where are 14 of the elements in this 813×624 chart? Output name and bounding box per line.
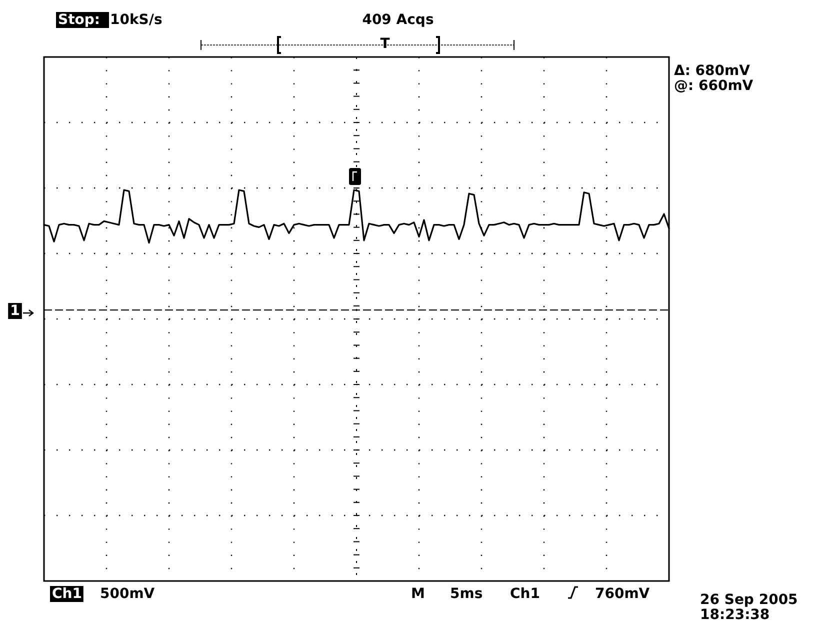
text: 1 [10, 303, 20, 319]
text: 5ms [450, 586, 483, 602]
text: M [411, 586, 425, 602]
text: 500mV [100, 586, 155, 602]
text: Δ: 680mV [674, 63, 750, 79]
text: 760mV [595, 586, 650, 602]
text: Ch1 [52, 586, 82, 602]
text: Ch1 [510, 586, 540, 602]
text: 26 Sep 2005 [700, 592, 798, 608]
text: 18:23:38 [700, 607, 770, 623]
text: 10kS/s [110, 12, 162, 28]
text: Stop: [58, 12, 100, 28]
text: @: 660mV [674, 78, 754, 94]
text: 409 Acqs [362, 12, 434, 28]
